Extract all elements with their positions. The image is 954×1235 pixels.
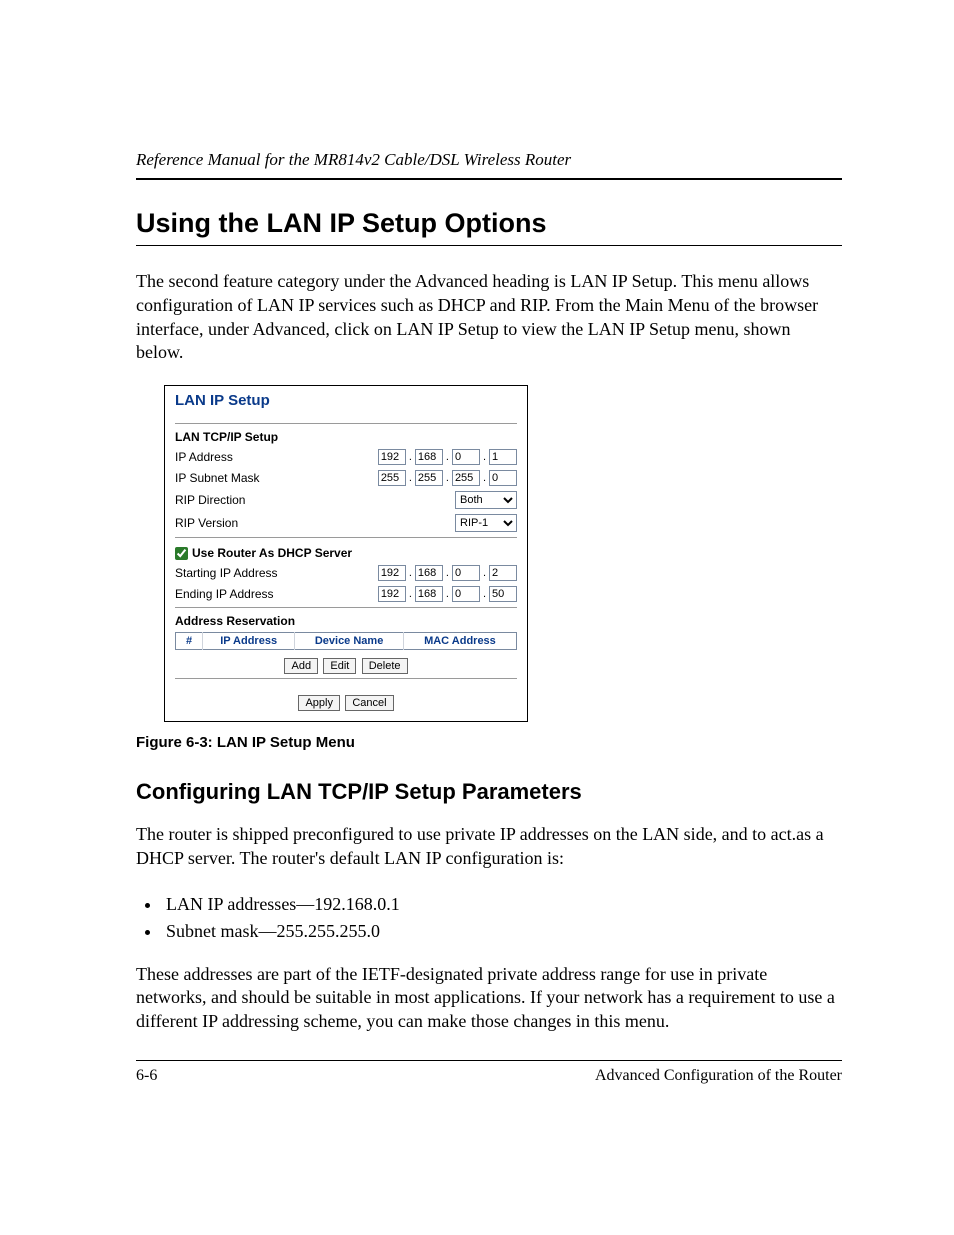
header-rule — [136, 178, 842, 180]
rip-version-row: RIP Version RIP-1 — [175, 514, 517, 532]
chapter-title: Advanced Configuration of the Router — [595, 1067, 842, 1085]
apply-cancel-row: Apply Cancel — [175, 695, 517, 711]
section-title: Using the LAN IP Setup Options — [136, 208, 842, 239]
panel-divider-2 — [175, 537, 517, 538]
panel-title: LAN IP Setup — [175, 392, 517, 409]
address-reservation-label: Address Reservation — [175, 614, 517, 628]
add-button[interactable]: Add — [284, 658, 318, 674]
reservation-table: # IP Address Device Name MAC Address — [175, 632, 517, 650]
end-octet-3[interactable] — [452, 586, 480, 602]
end-octet-4[interactable] — [489, 586, 517, 602]
ip-octet-3[interactable] — [452, 449, 480, 465]
rip-direction-row: RIP Direction Both — [175, 491, 517, 509]
lan-ip-setup-panel: LAN IP Setup LAN TCP/IP Setup IP Address… — [164, 385, 528, 722]
col-mac: MAC Address — [403, 633, 516, 650]
subnet-mask-row: IP Subnet Mask . . . — [175, 470, 517, 486]
running-head: Reference Manual for the MR814v2 Cable/D… — [136, 150, 842, 170]
col-num: # — [176, 633, 203, 650]
list-item: LAN IP addresses—192.168.0.1 — [162, 891, 842, 918]
cancel-button[interactable]: Cancel — [345, 695, 393, 711]
ip-octet-1[interactable] — [378, 449, 406, 465]
col-device: Device Name — [295, 633, 404, 650]
paragraph-3: These addresses are part of the IETF-des… — [136, 963, 842, 1034]
col-ip: IP Address — [203, 633, 295, 650]
intro-paragraph: The second feature category under the Ad… — [136, 270, 842, 365]
ending-ip-label: Ending IP Address — [175, 587, 315, 601]
mask-octet-2[interactable] — [415, 470, 443, 486]
mask-octet-4[interactable] — [489, 470, 517, 486]
list-item: Subnet mask—255.255.255.0 — [162, 918, 842, 945]
footer-rule — [136, 1060, 842, 1061]
ip-octet-2[interactable] — [415, 449, 443, 465]
ip-address-label: IP Address — [175, 450, 315, 464]
starting-ip-row: Starting IP Address . . . — [175, 565, 517, 581]
panel-divider — [175, 423, 517, 424]
tcpip-setup-label: LAN TCP/IP Setup — [175, 430, 517, 444]
dhcp-server-label: Use Router As DHCP Server — [192, 546, 352, 560]
start-octet-2[interactable] — [415, 565, 443, 581]
dhcp-server-row: Use Router As DHCP Server — [175, 546, 517, 560]
apply-button[interactable]: Apply — [298, 695, 340, 711]
panel-divider-3 — [175, 607, 517, 608]
start-octet-1[interactable] — [378, 565, 406, 581]
paragraph-2: The router is shipped preconfigured to u… — [136, 823, 842, 871]
panel-divider-4 — [175, 678, 517, 679]
end-octet-1[interactable] — [378, 586, 406, 602]
start-octet-3[interactable] — [452, 565, 480, 581]
starting-ip-label: Starting IP Address — [175, 566, 315, 580]
dhcp-server-checkbox[interactable] — [175, 547, 188, 560]
subsection-title: Configuring LAN TCP/IP Setup Parameters — [136, 779, 842, 805]
bullet-list: LAN IP addresses—192.168.0.1 Subnet mask… — [136, 891, 842, 945]
ip-address-row: IP Address . . . — [175, 449, 517, 465]
document-page: Reference Manual for the MR814v2 Cable/D… — [0, 0, 954, 1235]
reservation-buttons: Add Edit Delete — [175, 658, 517, 674]
mask-octet-1[interactable] — [378, 470, 406, 486]
subnet-mask-label: IP Subnet Mask — [175, 471, 315, 485]
ip-octet-4[interactable] — [489, 449, 517, 465]
rip-version-label: RIP Version — [175, 516, 315, 530]
delete-button[interactable]: Delete — [362, 658, 408, 674]
edit-button[interactable]: Edit — [323, 658, 356, 674]
mask-octet-3[interactable] — [452, 470, 480, 486]
rip-direction-label: RIP Direction — [175, 493, 315, 507]
rip-version-select[interactable]: RIP-1 — [455, 514, 517, 532]
page-footer: 6-6 Advanced Configuration of the Router — [136, 1060, 842, 1085]
page-number: 6-6 — [136, 1067, 157, 1085]
start-octet-4[interactable] — [489, 565, 517, 581]
end-octet-2[interactable] — [415, 586, 443, 602]
ending-ip-row: Ending IP Address . . . — [175, 586, 517, 602]
rip-direction-select[interactable]: Both — [455, 491, 517, 509]
figure-caption: Figure 6-3: LAN IP Setup Menu — [136, 734, 842, 751]
title-rule — [136, 245, 842, 246]
